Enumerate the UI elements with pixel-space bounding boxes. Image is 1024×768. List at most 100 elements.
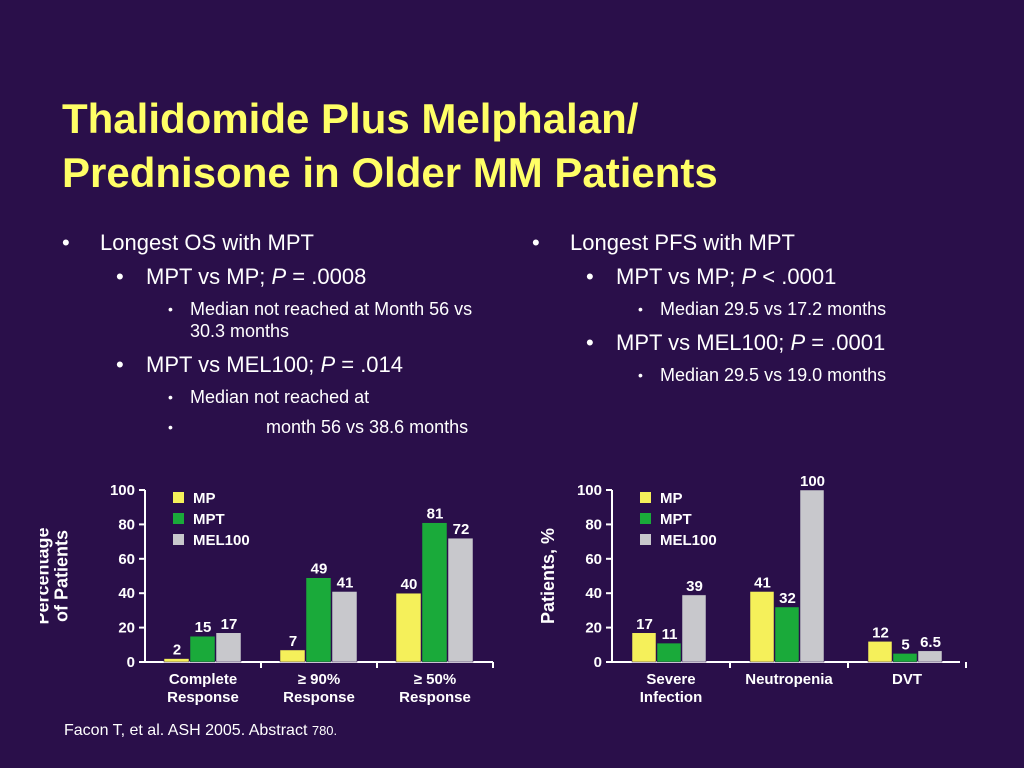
bar-mp [749, 591, 775, 663]
p-symbol: P [790, 330, 806, 355]
data-label: 15 [195, 619, 212, 636]
p-symbol: P [741, 264, 757, 289]
bar-mel100 [331, 591, 358, 663]
data-label: 49 [311, 561, 328, 578]
y-tick-label: 20 [585, 620, 602, 637]
bullet-os-mpt-vs-mp: MPT vs MP; P = .0008 [60, 262, 500, 292]
bullet-text: month 56 vs 38.6 months [266, 417, 469, 437]
left-bullet-list: Longest OS with MPT MPT vs MP; P = .0008… [60, 228, 500, 446]
bar-mpt [892, 653, 918, 663]
legend-swatch-mel100 [640, 534, 651, 545]
p-value: = .014 [335, 352, 404, 377]
x-category-label: ≥ 90% [298, 671, 340, 688]
p-symbol: P [271, 264, 287, 289]
x-category-label: Infection [640, 689, 703, 706]
right-bullet-list: Longest PFS with MPT MPT vs MP; P < .000… [530, 228, 1000, 394]
bullet-os-median-1: Median not reached at Month 56 vs 30.3 m… [60, 298, 500, 342]
data-label: 12 [872, 624, 889, 641]
bar-mp [867, 641, 893, 663]
data-label: 11 [662, 626, 678, 643]
data-label: 100 [800, 473, 825, 490]
bar-mpt [189, 635, 216, 663]
data-label: 72 [453, 521, 470, 538]
x-category-label: Response [167, 689, 239, 706]
data-label: 40 [401, 576, 418, 593]
data-label: 41 [754, 574, 771, 591]
bullet-os-mpt-vs-mel100: MPT vs MEL100; P = .014 [60, 350, 500, 380]
bullet-os-median-3: month 56 vs 38.6 months [60, 416, 500, 438]
legend-label-mpt: MPT [193, 511, 225, 528]
bullet-pfs-median-2: Median 29.5 vs 19.0 months [530, 364, 1000, 386]
legend-label-mp: MP [193, 490, 216, 507]
data-label: 32 [779, 590, 796, 607]
data-label: 2 [173, 642, 181, 659]
bullet-pfs-median-1: Median 29.5 vs 17.2 months [530, 298, 1000, 320]
bar-mel100 [681, 594, 707, 663]
y-axis-label: of Patients [52, 530, 72, 622]
bar-mel100 [215, 632, 242, 663]
data-label: 17 [221, 616, 238, 633]
x-category-label: ≥ 50% [414, 671, 456, 688]
bar-mel100 [799, 489, 825, 663]
data-label: 41 [337, 574, 354, 591]
bar-mel100 [447, 537, 474, 663]
adverse-events-chart: Patients, % 0 20 40 60 80 100 17 11 39 SevereInfec… [538, 473, 967, 706]
y-tick-label: 40 [118, 585, 135, 602]
data-label: 81 [427, 506, 444, 523]
footnote-text: Facon T, et al. ASH 2005. Abstract [64, 722, 312, 739]
bar-mpt [656, 642, 682, 663]
y-axis-label: Patients, % [538, 528, 558, 624]
y-tick-label: 0 [594, 654, 602, 671]
legend-swatch-mpt [640, 513, 651, 524]
bar-mel100 [917, 650, 943, 663]
x-category-label: Neutropenia [745, 671, 833, 688]
slide-title-line-1: Thalidomide Plus Melphalan/ [62, 95, 639, 142]
bullet-pfs: Longest PFS with MPT [530, 228, 1000, 258]
bar-mpt [421, 522, 448, 663]
bullet-text: MPT vs MEL100; [146, 352, 321, 377]
bullet-os: Longest OS with MPT [60, 228, 500, 258]
slide-title: Thalidomide Plus Melphalan/ Prednisone i… [62, 92, 962, 200]
bar-mpt [305, 577, 332, 663]
p-value: = .0001 [805, 330, 886, 355]
slide-title-line-2: Prednisone in Older MM Patients [62, 149, 718, 196]
x-category-label: Response [399, 689, 471, 706]
legend-label-mpt: MPT [660, 511, 692, 528]
footnote: Facon T, et al. ASH 2005. Abstract 780. [64, 722, 337, 740]
bar-mp [631, 632, 657, 663]
bar-mpt [774, 606, 800, 663]
data-label: 17 [636, 616, 653, 633]
data-label: 7 [289, 633, 297, 650]
y-tick-label: 0 [127, 654, 135, 671]
p-symbol: P [320, 352, 336, 377]
y-tick-label: 100 [577, 482, 602, 499]
data-label: 5 [901, 636, 909, 653]
y-tick-label: 20 [118, 620, 135, 637]
x-category-label: Complete [169, 671, 237, 688]
y-axis-label: Percentage [40, 527, 53, 624]
y-tick-label: 60 [585, 551, 602, 568]
legend-label-mel100: MEL100 [660, 532, 717, 549]
bar-mp [163, 658, 190, 663]
legend-swatch-mp [640, 492, 651, 503]
p-value: = .0008 [286, 264, 367, 289]
x-category-label: Response [283, 689, 355, 706]
y-tick-label: 80 [585, 516, 602, 533]
bar-mp [395, 592, 422, 663]
legend-swatch-mpt [173, 513, 184, 524]
bullet-text: MPT vs MP; [616, 264, 742, 289]
legend-swatch-mp [173, 492, 184, 503]
x-category-label: Severe [646, 671, 695, 688]
bullet-pfs-mpt-vs-mel100: MPT vs MEL100; P = .0001 [530, 328, 1000, 358]
bullet-pfs-mpt-vs-mp: MPT vs MP; P < .0001 [530, 262, 1000, 292]
data-label: 39 [686, 578, 703, 595]
legend-label-mel100: MEL100 [193, 532, 250, 549]
bullet-text: MPT vs MP; [146, 264, 272, 289]
p-value: < .0001 [756, 264, 837, 289]
data-label: 6.5 [920, 634, 941, 651]
x-category-label: DVT [892, 671, 922, 688]
bullet-text: MPT vs MEL100; [616, 330, 791, 355]
footnote-abstract-number: 780. [311, 723, 338, 738]
y-tick-label: 100 [110, 482, 135, 499]
y-tick-label: 60 [118, 551, 135, 568]
